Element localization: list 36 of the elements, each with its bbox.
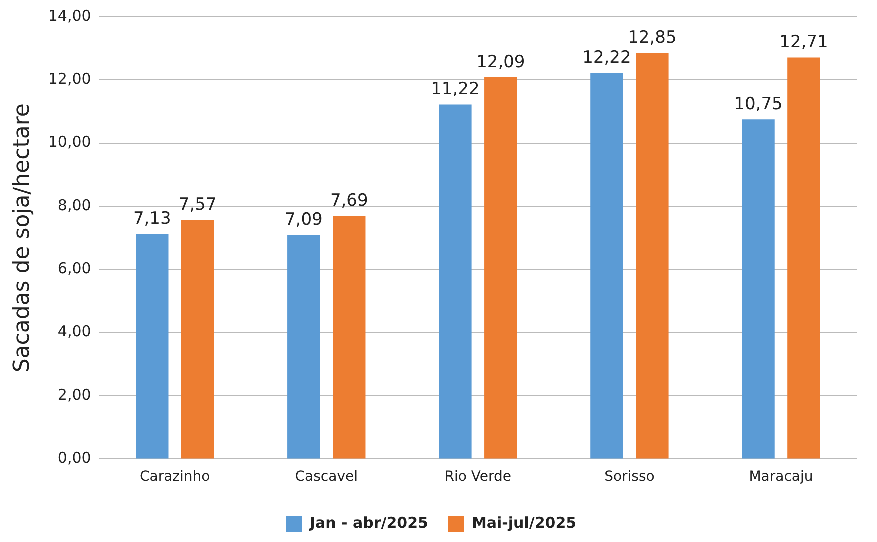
data-label: 7,57 [178, 195, 217, 216]
x-tick-label: Carazinho [140, 469, 210, 486]
data-label: 7,09 [284, 210, 323, 230]
data-label: 12,22 [582, 48, 632, 68]
data-label: 10,75 [734, 94, 783, 115]
legend-label: Jan - abr/2025 [308, 514, 428, 532]
y-tick-label: 2,00 [58, 386, 92, 404]
y-tick-label: 12,00 [48, 70, 92, 88]
bar [742, 120, 775, 459]
data-label: 7,13 [133, 208, 172, 229]
bar [439, 104, 472, 459]
y-tick-label: 6,00 [58, 260, 92, 278]
data-label: 11,22 [431, 80, 480, 100]
bar [788, 58, 820, 459]
data-label: 7,69 [330, 191, 368, 212]
data-label: 12,09 [476, 52, 526, 72]
x-tick-label: Maracaju [749, 469, 814, 486]
data-label: 12,71 [780, 32, 828, 53]
y-tick-label: 0,00 [58, 449, 92, 468]
y-tick-label: 4,00 [58, 322, 92, 341]
x-tick-label: Cascavel [295, 469, 358, 486]
y-tick-label: 14,00 [48, 6, 92, 25]
x-tick-label: Sorisso [604, 469, 655, 486]
x-tick-label: Rio Verde [444, 469, 512, 486]
y-tick-label: 10,00 [48, 133, 92, 152]
legend-label: Mai-jul/2025 [472, 514, 577, 532]
y-axis-title: Sacadas de soja/hectare [10, 104, 35, 373]
bar [181, 220, 214, 459]
y-tick-label: 8,00 [58, 196, 92, 214]
bar [136, 234, 169, 459]
data-label: 12,85 [628, 28, 677, 48]
bar [590, 73, 624, 459]
bar [484, 77, 518, 459]
bar [288, 235, 320, 459]
bar [333, 216, 366, 459]
bar [636, 53, 669, 459]
